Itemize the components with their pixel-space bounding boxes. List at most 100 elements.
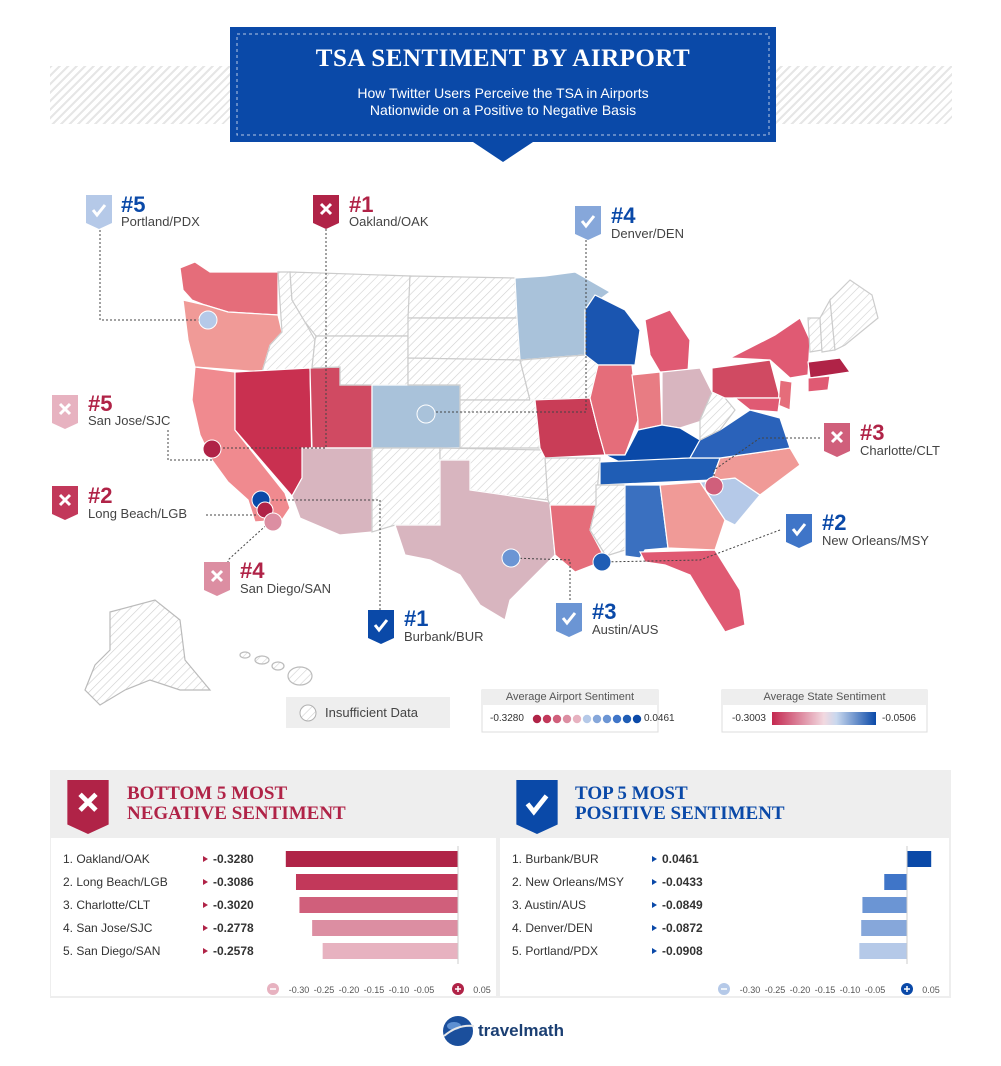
airport-dot-charlotte bbox=[704, 476, 724, 496]
callout-name-longbeach: Long Beach/LGB bbox=[88, 506, 188, 521]
top5-category-label: 3. Austin/AUS bbox=[512, 898, 586, 912]
page-subtitle-line1: How Twitter Users Perceive the TSA in Ai… bbox=[357, 85, 649, 101]
bottom5-value-label: -0.3020 bbox=[213, 898, 254, 912]
callout-rank-portland: #5 bbox=[121, 192, 146, 217]
state-connecticut bbox=[807, 375, 831, 393]
top5-bar bbox=[862, 897, 907, 913]
state-montana bbox=[289, 271, 411, 337]
state-alaska bbox=[84, 599, 212, 706]
callout-rank-denver: #4 bbox=[611, 203, 636, 228]
callout-name-sandiego: San Diego/SAN bbox=[240, 581, 332, 596]
airport-dot-austin bbox=[501, 548, 521, 568]
callout-name-burbank: Burbank/BUR bbox=[404, 629, 484, 644]
bottom5-bar bbox=[295, 874, 458, 890]
callout-rank-oakland: #1 bbox=[349, 192, 374, 217]
top5-category-label: 4. Denver/DEN bbox=[512, 921, 593, 935]
airport-dot-sandiego bbox=[263, 512, 283, 532]
bottom5-category-label: 3. Charlotte/CLT bbox=[63, 898, 151, 912]
check-badge-icon bbox=[556, 603, 582, 637]
callout-name-sanjose: San Jose/SJC bbox=[88, 413, 171, 428]
leader-portland bbox=[99, 230, 208, 321]
page-subtitle-line2: Nationwide on a Positive to Negative Bas… bbox=[369, 102, 637, 118]
us-sentiment-map bbox=[84, 225, 928, 733]
callout-name-oakland: Oakland/OAK bbox=[349, 214, 429, 229]
airport-dot-neworleans bbox=[592, 552, 612, 572]
bottom5-axis-tick: -0.30 bbox=[289, 985, 310, 995]
state-michigan bbox=[644, 309, 691, 373]
plus-circle-icon-cross bbox=[455, 986, 461, 992]
bottom5-category-label: 4. San Jose/SJC bbox=[63, 921, 153, 935]
header-stripe-left bbox=[50, 66, 235, 124]
airport-dot-denver bbox=[416, 404, 436, 424]
legend-state-min: -0.3003 bbox=[732, 713, 766, 724]
bottom5-bar bbox=[312, 920, 458, 936]
x-badge-icon bbox=[313, 195, 339, 229]
top5-chart-panel bbox=[500, 838, 949, 996]
triangle-right-icon bbox=[652, 856, 657, 862]
state-tennessee bbox=[599, 457, 721, 486]
top5-axis-tick: -0.20 bbox=[790, 985, 811, 995]
callout-rank-neworleans: #2 bbox=[822, 510, 847, 535]
state-wisconsin bbox=[584, 294, 641, 366]
leader-burbank bbox=[262, 499, 381, 610]
airport-dot-oakland bbox=[202, 439, 222, 459]
bottom5-category-label: 1. Oakland/OAK bbox=[63, 852, 150, 866]
top5-axis-tick: -0.05 bbox=[865, 985, 886, 995]
top5-value-label: -0.0849 bbox=[662, 898, 703, 912]
top5-category-label: 5. Portland/PDX bbox=[512, 944, 598, 958]
bottom5-bar bbox=[285, 851, 458, 867]
state-massachusetts bbox=[807, 357, 852, 379]
bottom5-category-label: 5. San Diego/SAN bbox=[63, 944, 160, 958]
bottom5-axis-tick: 0.05 bbox=[473, 985, 491, 995]
triangle-right-icon bbox=[652, 902, 657, 908]
top5-axis-tick: 0.05 bbox=[922, 985, 940, 995]
callout-rank-burbank: #1 bbox=[404, 606, 429, 631]
bottom5-value-label: -0.2778 bbox=[213, 921, 254, 935]
legend-state-gradient bbox=[772, 712, 876, 725]
check-badge-icon bbox=[575, 206, 601, 240]
bottom5-title-line2: NEGATIVE SENTIMENT bbox=[127, 803, 346, 824]
legend-insufficient-swatch bbox=[299, 704, 317, 722]
callout-name-charlotte: Charlotte/CLT bbox=[860, 443, 940, 458]
state-new-mexico bbox=[371, 447, 441, 533]
travelmath-logo-text: travelmath bbox=[478, 1021, 564, 1040]
travelmath-globe-icon bbox=[443, 1016, 475, 1046]
callout-rank-charlotte: #3 bbox=[860, 420, 885, 445]
bottom5-axis-tick: -0.20 bbox=[339, 985, 360, 995]
triangle-right-icon bbox=[203, 902, 208, 908]
top5-axis-tick: -0.30 bbox=[740, 985, 761, 995]
callout-name-portland: Portland/PDX bbox=[121, 214, 200, 229]
legend-state-title: Average State Sentiment bbox=[763, 691, 886, 703]
callout-rank-sanjose: #5 bbox=[88, 391, 113, 416]
leader-sanjose bbox=[167, 430, 212, 461]
state-arkansas bbox=[544, 457, 601, 506]
triangle-right-icon bbox=[652, 925, 657, 931]
top5-bar bbox=[884, 874, 907, 890]
x-badge-icon bbox=[52, 395, 78, 429]
state-georgia bbox=[659, 481, 726, 551]
state-north-dakota bbox=[407, 275, 518, 319]
top5-bar bbox=[859, 943, 907, 959]
bottom5-axis-tick: -0.25 bbox=[314, 985, 335, 995]
bottom5-axis-tick: -0.10 bbox=[389, 985, 410, 995]
top5-category-label: 2. New Orleans/MSY bbox=[512, 875, 624, 889]
state-new-jersey bbox=[777, 379, 793, 411]
callout-rank-sandiego: #4 bbox=[240, 558, 265, 583]
state-pennsylvania bbox=[711, 359, 781, 399]
top5-title-line1: TOP 5 MOST bbox=[575, 783, 688, 804]
state-arizona bbox=[291, 447, 373, 536]
top5-value-label: -0.0908 bbox=[662, 944, 703, 958]
x-badge-icon bbox=[52, 486, 78, 520]
header-banner bbox=[230, 27, 776, 162]
state-colorado bbox=[371, 384, 461, 449]
triangle-right-icon bbox=[652, 879, 657, 885]
airport-dot-portland bbox=[198, 310, 218, 330]
plus-circle-icon-cross bbox=[904, 986, 910, 992]
callout-rank-austin: #3 bbox=[592, 599, 617, 624]
triangle-right-icon bbox=[203, 925, 208, 931]
triangle-right-icon bbox=[652, 948, 657, 954]
legend-airport-min: -0.3280 bbox=[490, 713, 524, 724]
leader-austin bbox=[511, 557, 571, 600]
leader-neworleans bbox=[601, 529, 781, 563]
state-south-dakota bbox=[407, 317, 521, 361]
